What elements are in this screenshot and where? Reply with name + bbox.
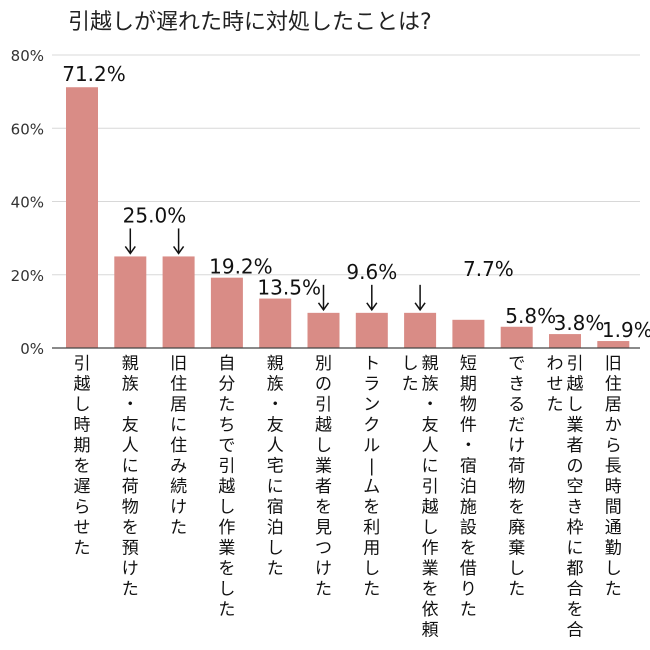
bar bbox=[162, 256, 195, 348]
label-arrows bbox=[124, 228, 426, 312]
bar bbox=[355, 312, 388, 348]
category-label: 親族・友人に引越し作業を依頼した bbox=[402, 354, 439, 641]
category-label: トランクル|ムを利用した bbox=[363, 354, 380, 600]
bar bbox=[549, 334, 581, 348]
category-label: できるだけ荷物を廃棄した bbox=[508, 354, 525, 600]
label-arrowhead bbox=[366, 302, 378, 312]
label-arrowhead bbox=[317, 302, 330, 312]
bar bbox=[500, 326, 533, 348]
gridlines bbox=[52, 54, 640, 276]
data-label: 3.8% bbox=[554, 311, 605, 335]
data-label: 19.2% bbox=[209, 255, 273, 279]
category-label: 親族・友人宅に宿泊した bbox=[267, 354, 284, 579]
y-tick-label: 40% bbox=[11, 194, 44, 212]
y-axis: 0% 20% 40% 60% 80% bbox=[11, 47, 44, 358]
data-label: 9.6% bbox=[346, 260, 397, 284]
category-label: 引越し業者の空き枠に都合を合わせた bbox=[547, 354, 584, 641]
y-tick-label: 20% bbox=[11, 267, 44, 285]
y-tick-label: 0% bbox=[20, 340, 44, 358]
label-arrowhead bbox=[124, 246, 136, 255]
category-label: 自分たちで引越し作業をした bbox=[218, 354, 235, 620]
bar bbox=[259, 298, 292, 348]
category-label: 親族・友人に荷物を預けた bbox=[122, 354, 139, 600]
category-label: 別の引越し業者を見つけた bbox=[315, 354, 332, 600]
data-label: 71.2% bbox=[62, 62, 126, 86]
bar bbox=[452, 319, 485, 348]
data-label: 13.5% bbox=[257, 276, 321, 300]
bar bbox=[114, 256, 147, 348]
bar bbox=[66, 87, 98, 348]
data-label: 7.7% bbox=[463, 257, 514, 281]
bar bbox=[210, 277, 243, 348]
category-label: 旧住居から長時間通勤した bbox=[605, 354, 622, 600]
data-label: 5.8% bbox=[505, 304, 556, 328]
data-labels: 71.2% 25.0% 19.2%13.5% 9.6% 7.7% 5.8%3.8%1.9% bbox=[62, 62, 650, 342]
y-tick-label: 80% bbox=[11, 47, 44, 65]
chart-title: 引越しが遅れた時に対処したことは? bbox=[68, 10, 432, 35]
category-label: 短期物件・宿泊施設を借りた bbox=[460, 354, 477, 620]
data-label: 1.9% bbox=[602, 318, 650, 342]
data-label: 25.0% bbox=[123, 203, 187, 227]
bar bbox=[597, 341, 630, 348]
y-tick-label: 60% bbox=[11, 120, 44, 138]
label-arrowhead bbox=[414, 302, 426, 312]
category-label: 引越し時期を遅らせた bbox=[74, 354, 91, 559]
bar bbox=[307, 312, 340, 348]
category-labels: 引越し時期を遅らせた 親族・友人に荷物を預けた 旧住居に住み続けた 自分たちで引越し作… bbox=[74, 354, 622, 641]
bars bbox=[66, 87, 630, 348]
label-arrowhead bbox=[172, 246, 185, 255]
bar bbox=[404, 312, 437, 348]
category-label: 旧住居に住み続けた bbox=[170, 354, 187, 538]
